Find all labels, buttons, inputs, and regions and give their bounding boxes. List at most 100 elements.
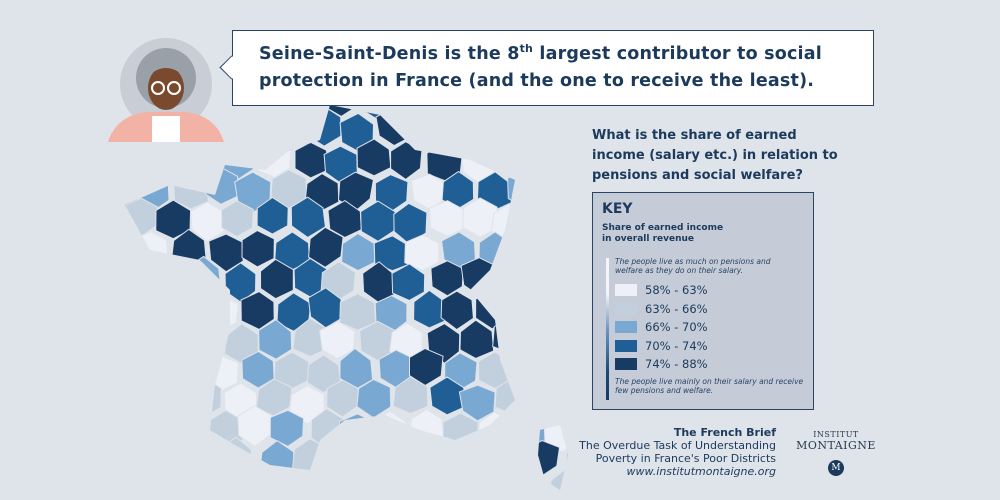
department-region [132,231,169,270]
department-region [407,107,443,149]
department-region [472,466,509,490]
department-region [474,109,510,147]
department-region [239,466,275,490]
department-region [460,257,498,297]
department-region [259,258,294,300]
department-region [375,107,412,147]
website-link[interactable]: www.institutmontaigne.org [626,465,777,478]
department-region [544,294,568,334]
department-region [309,468,346,490]
department-region [125,378,154,419]
department-region [507,227,544,268]
department-region [173,410,209,452]
key-top-note: The people live as much on pensions and … [615,257,771,275]
department-region [496,258,533,301]
department-region [565,441,568,482]
department-region [125,441,159,484]
department-region [236,111,272,155]
department-region [271,470,307,490]
department-region [294,141,329,179]
department-region [241,350,275,389]
department-region [459,440,495,480]
legend-item: 74% - 88% [615,355,708,373]
department-region [240,291,275,330]
department-region [237,405,273,448]
department-region [372,410,408,451]
department-region [543,172,568,211]
department-region [492,317,527,354]
department-region [125,406,136,448]
key-title: KEY [602,201,633,217]
department-region [241,229,275,268]
department-region [157,139,191,180]
department-region [548,232,568,268]
department-region [341,233,376,272]
legend: 58% - 63% 63% - 66% 66% - 70% 70% - 74% … [615,281,708,374]
avatar [106,38,226,142]
department-region [392,436,429,475]
department-region [138,293,174,332]
department-region [151,258,188,299]
legend-swatch [615,339,637,352]
department-region [560,138,568,177]
speech-bubble: Seine-Saint-Denis is the 8th largest con… [232,30,874,106]
map-key: KEY Share of earned income in overall rev… [592,192,814,410]
department-region [526,320,562,360]
department-region [269,409,305,447]
department-region [491,445,528,485]
department-region [138,413,174,455]
department-region [328,440,363,481]
department-region [125,145,160,185]
department-region [516,106,551,146]
key-bottom-note: The people live mainly on their salary a… [615,377,804,395]
department-region [442,471,477,490]
department-region [125,197,158,237]
department-region [391,263,426,301]
department-region [125,260,156,302]
department-region [356,439,394,477]
brief-title: The French Brief [673,426,776,439]
department-region [258,319,293,360]
department-region [430,260,464,297]
department-region [203,475,237,490]
department-region [125,293,142,335]
footer-credits: The French Brief The Overdue Task of Und… [579,426,776,478]
department-region [510,468,544,490]
legend-item: 63% - 66% [615,300,708,318]
question-heading: What is the share of earned income (sala… [592,128,838,183]
department-region [219,436,253,480]
department-region [558,374,568,415]
legend-swatch [615,284,637,296]
department-region [125,231,138,268]
department-region [546,346,568,388]
department-region [154,319,189,359]
department-region [288,384,325,425]
department-region [292,438,329,477]
department-region [356,138,392,177]
department-region [404,234,440,272]
legend-item: 58% - 63% [615,281,708,299]
department-region [559,198,568,236]
department-region [256,196,289,235]
department-region [125,318,153,359]
department-region [446,109,481,149]
department-region [523,139,560,178]
department-region [174,355,211,392]
department-region [507,167,544,209]
department-region [429,376,465,416]
department-region [525,439,561,477]
department-region [458,384,496,422]
department-region [511,293,549,334]
legend-item: 66% - 70% [615,318,708,336]
legend-swatch [615,358,637,370]
department-region [221,200,254,238]
department-region [526,380,563,420]
department-region [429,436,466,475]
department-region [372,470,407,490]
department-region [290,196,326,238]
department-region [462,197,499,238]
gradient-bar [606,258,609,400]
key-subtitle: Share of earned income in overall revenue [602,223,724,244]
legend-swatch [615,302,637,315]
department-region [407,468,444,490]
